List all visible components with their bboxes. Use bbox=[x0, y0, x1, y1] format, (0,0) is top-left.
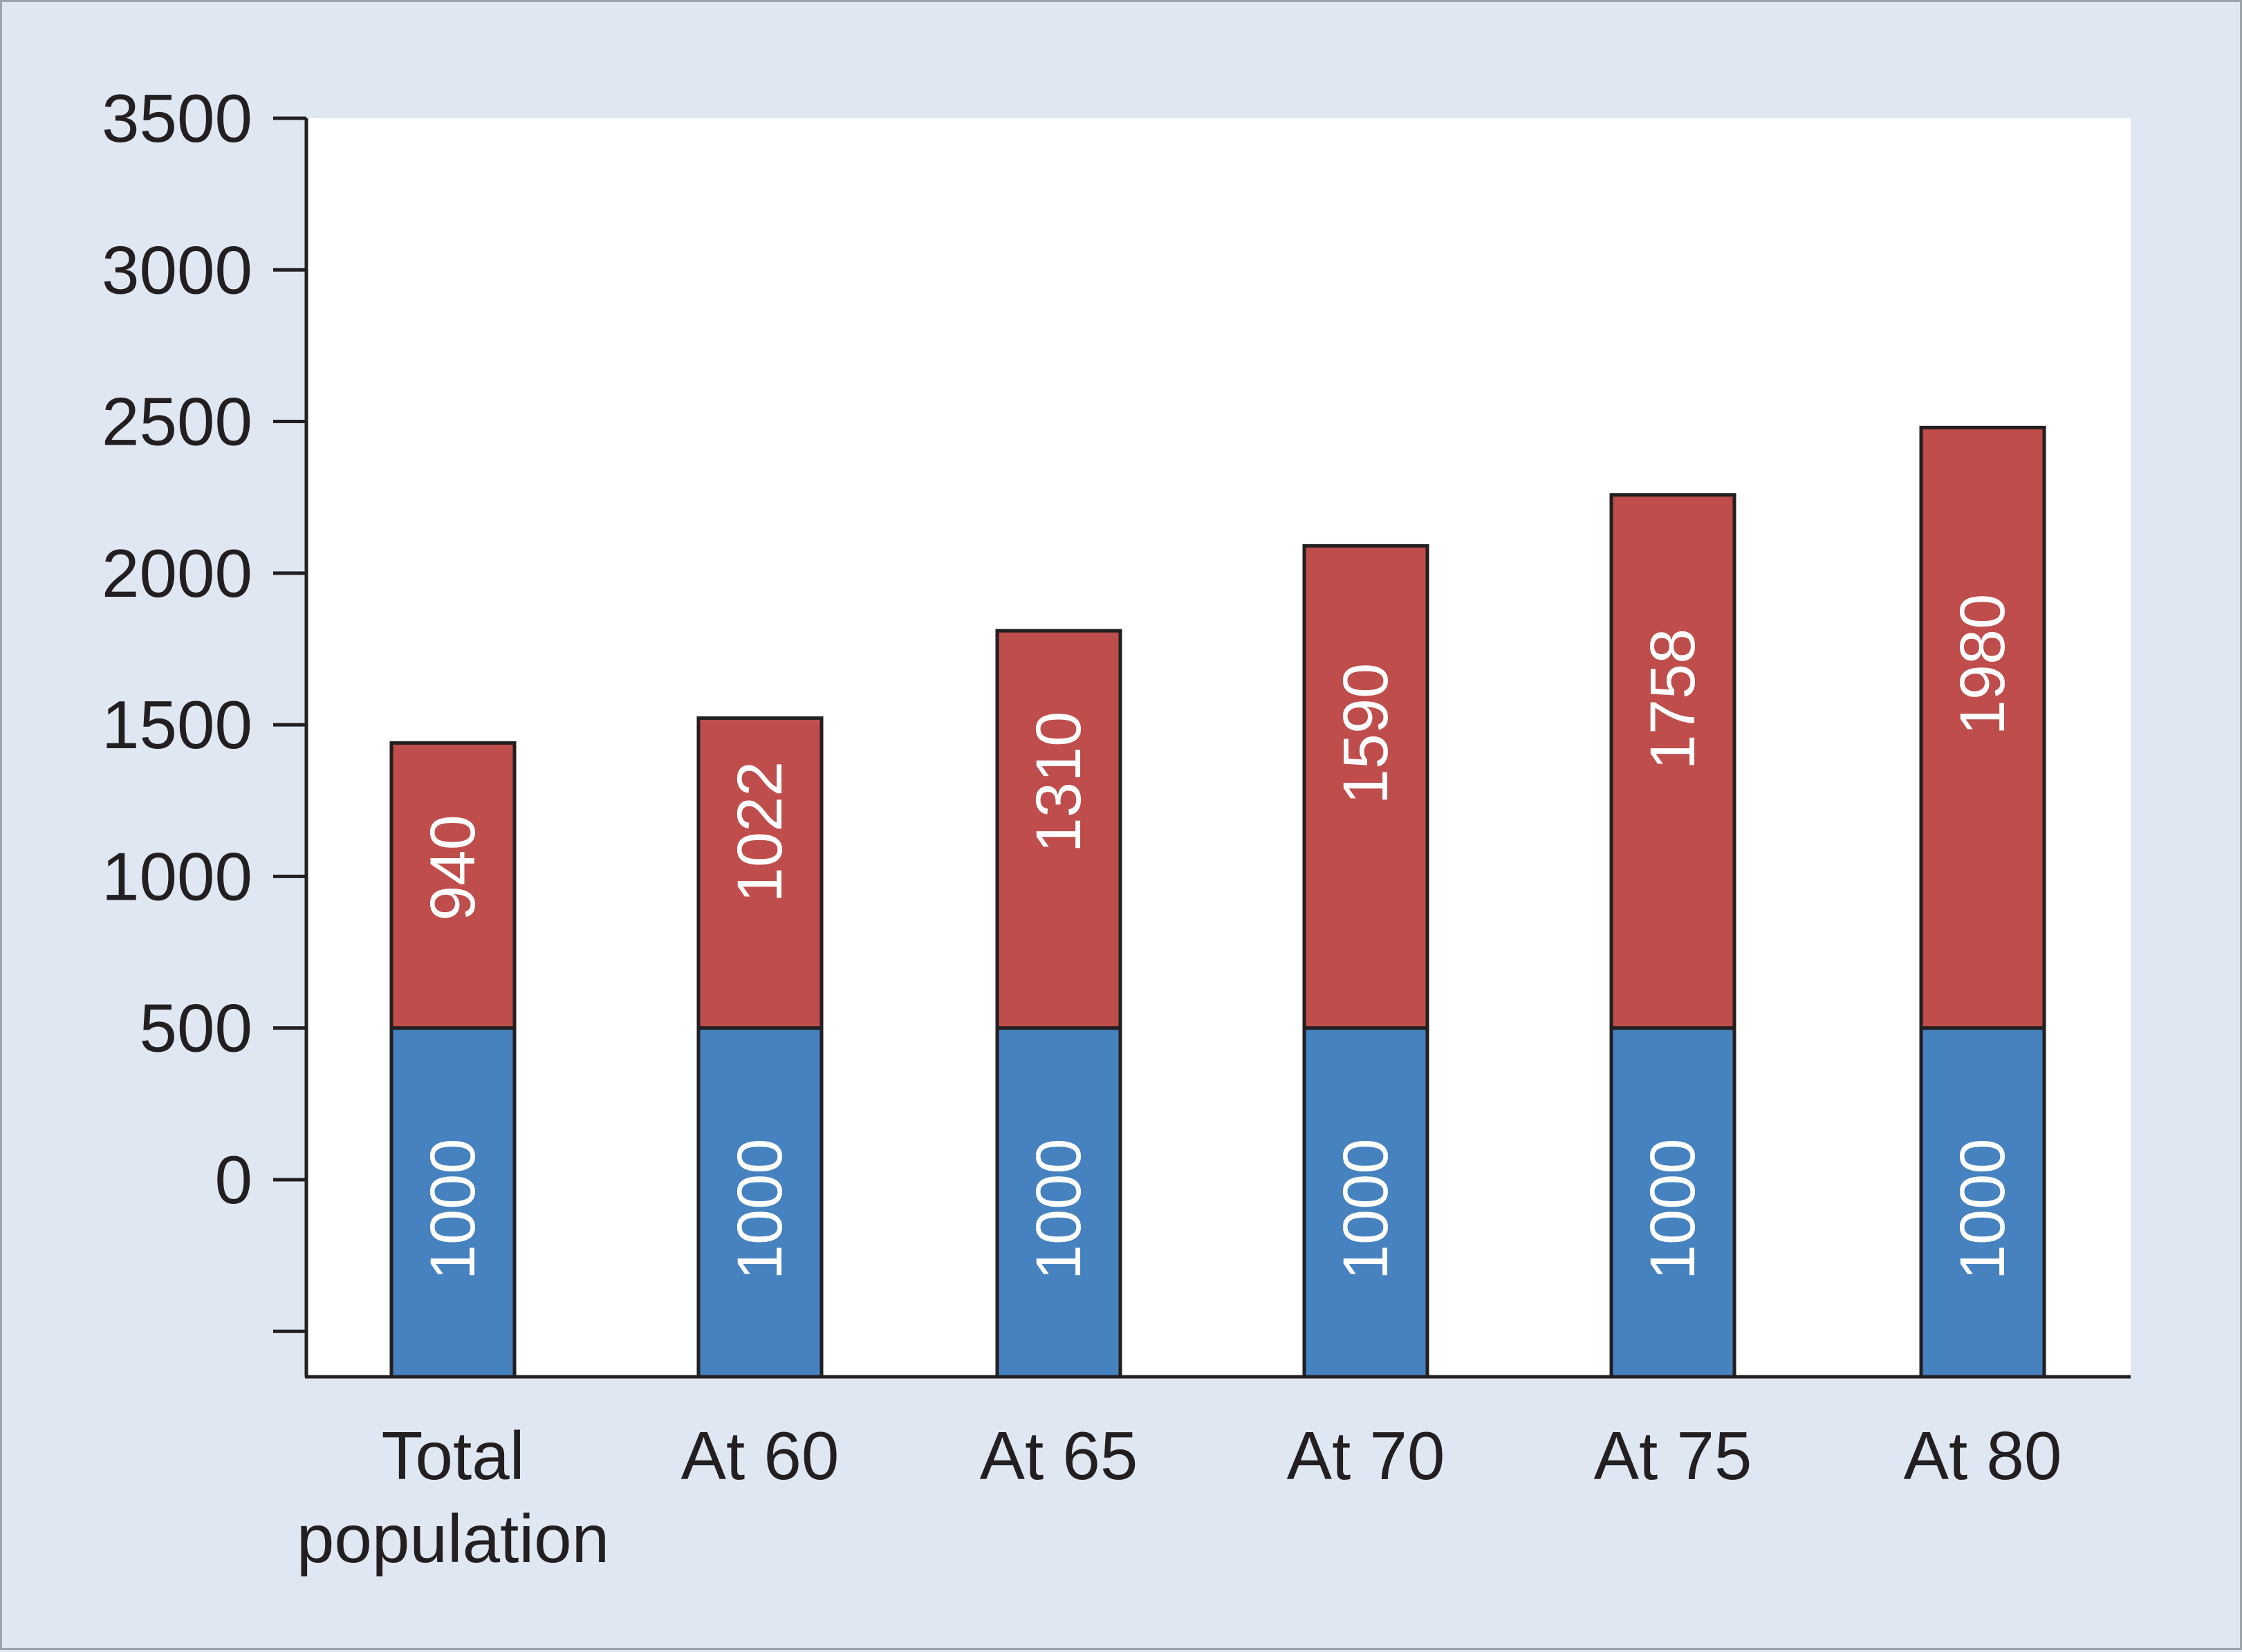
bar-base-label-2: 1000 bbox=[1023, 1138, 1094, 1280]
bar-top-segment-2 bbox=[995, 629, 1122, 1030]
bar-top-label-3: 1590 bbox=[1331, 663, 1401, 805]
plot-area bbox=[306, 118, 2131, 1377]
y-tick-label-0: 0 bbox=[214, 1142, 252, 1218]
y-tick-label-3500: 3500 bbox=[102, 80, 252, 156]
bar-base-segment-1 bbox=[696, 1026, 824, 1379]
bar-top-segment-3 bbox=[1302, 544, 1429, 1030]
y-tick-label-2000: 2000 bbox=[102, 535, 252, 611]
x-category-label-4: At 75 bbox=[1594, 1418, 1752, 1494]
bar-top-segment-5 bbox=[1919, 425, 2046, 1030]
bar-top-segment-1 bbox=[696, 716, 824, 1030]
bar-base-label-5: 1000 bbox=[1947, 1138, 2018, 1280]
bar-base-segment-4 bbox=[1609, 1026, 1736, 1379]
x-category-label-5: At 80 bbox=[1904, 1418, 2062, 1494]
x-category-label-0-line-0: Total bbox=[381, 1418, 524, 1494]
bar-base-label-1: 1000 bbox=[725, 1138, 795, 1280]
x-category-label-0-line-1: population bbox=[297, 1501, 609, 1577]
x-category-label-1: At 60 bbox=[681, 1418, 840, 1494]
y-tick-label-500: 500 bbox=[139, 990, 252, 1066]
bar-base-segment-0 bbox=[389, 1026, 517, 1379]
bar-top-label-1: 1022 bbox=[725, 761, 795, 903]
bar-top-label-0: 940 bbox=[418, 815, 488, 921]
bar-top-label-5: 1980 bbox=[1947, 594, 2018, 736]
bar-base-segment-2 bbox=[995, 1026, 1122, 1379]
y-tick-label-1500: 1500 bbox=[102, 687, 252, 763]
x-category-label-2: At 65 bbox=[980, 1418, 1138, 1494]
y-tick-label-2500: 2500 bbox=[102, 384, 252, 460]
x-category-label-3: At 70 bbox=[1287, 1418, 1445, 1494]
bar-top-segment-0 bbox=[389, 741, 517, 1030]
bar-base-segment-5 bbox=[1919, 1026, 2046, 1379]
bar-top-label-4: 1758 bbox=[1638, 629, 1708, 770]
bar-base-label-3: 1000 bbox=[1331, 1138, 1401, 1280]
y-tick-label-1000: 1000 bbox=[102, 838, 252, 914]
bar-base-label-0: 1000 bbox=[418, 1138, 488, 1280]
bar-base-label-4: 1000 bbox=[1638, 1138, 1708, 1280]
bar-top-segment-4 bbox=[1609, 493, 1736, 1030]
bar-top-label-2: 1310 bbox=[1023, 712, 1094, 853]
y-tick-label-3000: 3000 bbox=[102, 232, 252, 308]
